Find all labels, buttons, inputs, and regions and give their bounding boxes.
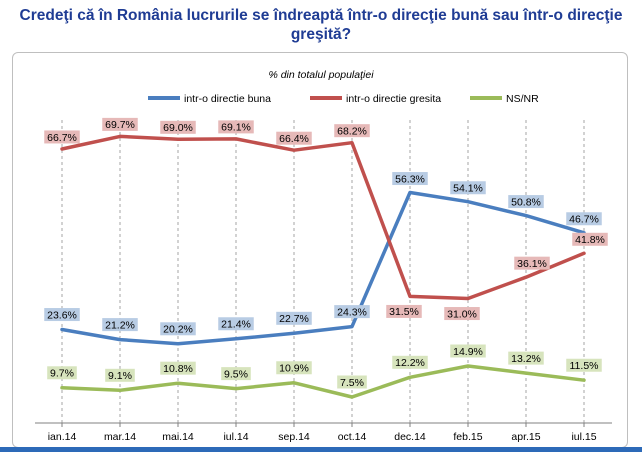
- data-label: 21.2%: [105, 319, 135, 331]
- data-label-bg: [508, 351, 544, 365]
- data-label: 66.7%: [47, 132, 77, 144]
- data-label-bg: [392, 355, 428, 369]
- data-label: 56.3%: [395, 173, 425, 185]
- data-label-bg: [218, 120, 254, 134]
- data-label-bg: [392, 172, 428, 186]
- data-label: 68.2%: [337, 125, 367, 137]
- x-tick-label: oct.14: [338, 431, 367, 443]
- data-label-bg: [160, 322, 196, 336]
- data-label-bg: [566, 212, 602, 226]
- data-label: 54.1%: [453, 183, 483, 195]
- data-label: 69.1%: [221, 122, 251, 134]
- data-label-bg: [221, 367, 251, 381]
- data-label-bg: [450, 181, 486, 195]
- data-label: 24.3%: [337, 306, 367, 318]
- data-label: 50.8%: [511, 196, 541, 208]
- data-label: 69.7%: [105, 119, 135, 131]
- chart-legend: intr-o directie buna intr-o directie gres…: [148, 93, 539, 105]
- data-label-bg: [386, 304, 422, 318]
- data-label: 10.8%: [163, 363, 193, 375]
- data-label-bg: [160, 361, 196, 375]
- data-label: 36.1%: [517, 258, 547, 270]
- data-label: 46.7%: [569, 214, 599, 226]
- x-tick-label: dec.14: [394, 431, 426, 443]
- data-label: 66.4%: [279, 133, 309, 145]
- data-label: 69.0%: [163, 122, 193, 134]
- data-label: 31.0%: [447, 308, 477, 320]
- x-axis: ian.14 mar.14 mai.14 iul.14 sep.14 oct.14 dec.…: [35, 422, 612, 443]
- data-label-bg: [508, 195, 544, 209]
- data-label-bg: [276, 361, 312, 375]
- series-line-1: [60, 134, 586, 301]
- data-label-bg: [47, 366, 77, 380]
- data-label: 11.5%: [570, 360, 599, 372]
- data-label: 31.5%: [389, 306, 419, 318]
- data-label-bg: [444, 307, 480, 321]
- x-tick-label: ian.14: [48, 431, 77, 443]
- data-label-bg: [572, 232, 608, 246]
- chart-title-line2: greşită?: [290, 26, 352, 43]
- data-label: 7.5%: [340, 377, 364, 389]
- data-label-bg: [44, 308, 80, 322]
- series-line-2: [60, 364, 586, 399]
- legend-label-0: intr-o directie buna: [184, 93, 271, 105]
- data-label: 41.8%: [575, 234, 605, 246]
- bottom-accent-bar: [0, 447, 642, 452]
- x-tick-label: mai.14: [162, 431, 194, 443]
- data-label-bg: [102, 117, 138, 131]
- x-tick-label: mar.14: [104, 431, 136, 443]
- data-label: 14.9%: [453, 346, 483, 358]
- x-tick-label: apr.15: [511, 431, 540, 443]
- data-label-bg: [105, 368, 135, 382]
- data-label-bg: [337, 375, 367, 389]
- data-label-bg: [334, 305, 370, 319]
- data-label-bg: [276, 131, 312, 145]
- chart-grid: [61, 120, 585, 423]
- data-label-bg: [44, 130, 80, 144]
- data-label: 21.4%: [221, 319, 251, 331]
- data-label: 13.2%: [511, 353, 541, 365]
- data-label: 12.2%: [395, 357, 425, 369]
- data-label: 22.7%: [279, 313, 309, 325]
- data-label: 23.6%: [47, 309, 77, 321]
- series-lines: [60, 134, 586, 399]
- x-tick-label: iul.15: [571, 431, 596, 443]
- legend-label-1: intr-o directie gresita: [346, 93, 441, 105]
- data-label: 10.9%: [279, 363, 309, 375]
- data-label: 20.2%: [163, 324, 193, 336]
- data-label: 9.5%: [224, 368, 248, 380]
- series-line-0: [60, 190, 586, 346]
- data-label-bg: [276, 311, 312, 325]
- x-tick-label: feb.15: [453, 431, 482, 443]
- data-label-bg: [514, 256, 550, 270]
- data-label-bg: [160, 120, 196, 134]
- data-label-bg: [218, 317, 254, 331]
- x-tick-label: sep.14: [278, 431, 310, 443]
- data-label-bg: [102, 318, 138, 332]
- data-label: 9.7%: [50, 368, 74, 380]
- chart-title-line1: Credeţi că în România lucrurile se îndre…: [19, 7, 623, 24]
- data-label-bg: [334, 124, 370, 138]
- data-label-bg: [566, 358, 602, 372]
- data-labels: 23.6% 21.2% 20.2% 21.4% 22.7% 24.3% 56.3% 54.1%…: [44, 117, 608, 389]
- x-tick-label: iul.14: [223, 431, 248, 443]
- legend-label-2: NS/NR: [506, 93, 539, 105]
- data-label-bg: [450, 344, 486, 358]
- chart-subtitle: % din totalul populaţiei: [268, 69, 374, 81]
- data-label: 9.1%: [108, 370, 132, 382]
- chart-title: Credeţi că în România lucrurile se îndre…: [0, 6, 642, 44]
